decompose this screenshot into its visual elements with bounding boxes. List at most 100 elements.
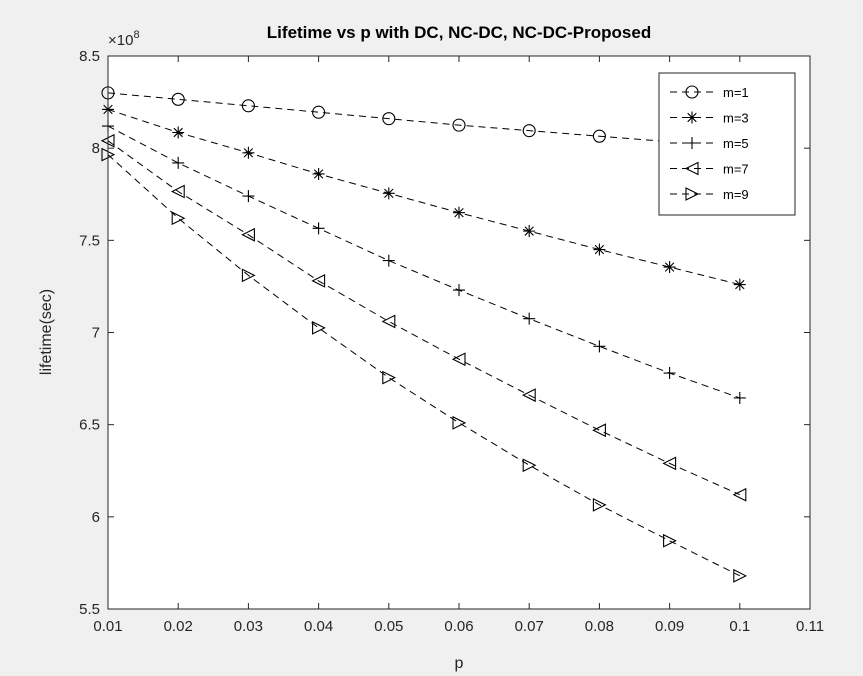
series-m-7-point-shape bbox=[170, 184, 185, 199]
series-m-1-line bbox=[107, 92, 740, 147]
series-m-1-point bbox=[592, 129, 606, 143]
series-m-3-point-shape bbox=[523, 225, 536, 238]
legend-marker-shape bbox=[686, 111, 698, 124]
series-m-5-point-shape bbox=[663, 367, 676, 380]
series-m-3-point bbox=[733, 278, 746, 291]
series-m-5-point bbox=[453, 284, 465, 297]
series-m-9-point-shape bbox=[241, 268, 256, 283]
legend-entry: m=7 bbox=[670, 162, 749, 177]
y-tick-label: 6.5 bbox=[79, 417, 100, 434]
x-tick-label: 0.06 bbox=[444, 618, 473, 635]
series-m-9-point bbox=[522, 458, 537, 473]
series-m-1-point-shape bbox=[592, 129, 606, 143]
x-tick-label: 0.05 bbox=[374, 618, 403, 635]
x-tick-label: 0.09 bbox=[655, 618, 684, 635]
series-m-3-point bbox=[523, 225, 536, 238]
series-m-5-point-shape bbox=[453, 284, 465, 297]
series-m-5-point-shape bbox=[172, 156, 185, 169]
series-m-9-point bbox=[382, 370, 397, 385]
series-m-5-point bbox=[593, 340, 606, 353]
series-m-9-point-shape bbox=[171, 211, 186, 226]
series-m-7-point bbox=[592, 423, 606, 438]
series-m-5-point-shape bbox=[242, 190, 255, 203]
legend-box bbox=[658, 72, 796, 216]
series-m-3-point bbox=[453, 206, 465, 219]
series-m-9-point-shape bbox=[522, 458, 537, 473]
y-tick-label: 5.5 bbox=[79, 601, 100, 618]
series-m-1-point-shape bbox=[312, 105, 326, 119]
series-m-9-point-shape bbox=[312, 321, 326, 335]
series-m-5-point bbox=[242, 190, 255, 203]
series-m-7-point-shape bbox=[381, 314, 396, 329]
series-m-3-point-shape bbox=[382, 187, 395, 200]
series-m-1-point-shape bbox=[452, 118, 466, 132]
series-m-1-point bbox=[522, 124, 536, 138]
x-tick-label: 0.03 bbox=[234, 618, 263, 635]
y-axis-ticks: 5.5 6 6.5 7 7.5 8 8.5 bbox=[79, 48, 810, 618]
series-m-3-point-shape bbox=[733, 278, 746, 291]
series-m-5-point-shape bbox=[593, 340, 606, 353]
series-m-5-point-shape bbox=[523, 312, 536, 325]
y-axis-exponent: ×108 bbox=[108, 29, 140, 49]
y-axis-label: lifetime(sec) bbox=[38, 289, 55, 375]
series-m-5-point-shape bbox=[382, 254, 395, 267]
legend-marker-shape bbox=[684, 161, 699, 176]
legend-entry: m=1 bbox=[670, 85, 749, 100]
legend-marker bbox=[686, 137, 698, 149]
series-m-3-point bbox=[593, 243, 606, 256]
series-m-3-point bbox=[242, 146, 255, 159]
legend-label: m=9 bbox=[723, 187, 749, 202]
series-m-3-line bbox=[107, 108, 740, 286]
series-m-1-point-shape bbox=[241, 99, 255, 113]
series-m-7-point-shape bbox=[592, 423, 606, 438]
series-m-7-point-shape bbox=[521, 388, 536, 403]
series-m-5-point bbox=[663, 367, 676, 380]
series-m-3-point-shape bbox=[663, 261, 676, 274]
series-m-3-point bbox=[312, 167, 325, 180]
series-m-7-point-shape bbox=[662, 456, 677, 471]
legend-marker bbox=[684, 161, 699, 176]
y-tick-label: 7 bbox=[92, 325, 100, 342]
x-tick-label: 0.07 bbox=[515, 618, 544, 635]
series-layer bbox=[100, 86, 748, 583]
y-tick-label: 6 bbox=[92, 509, 100, 526]
series-m-5-point-shape bbox=[733, 391, 746, 404]
series-m-9-point bbox=[452, 415, 467, 430]
series-m-5-point bbox=[523, 312, 536, 325]
y-tick-label: 8.5 bbox=[79, 48, 100, 65]
series-m-1-point bbox=[241, 99, 255, 113]
series-m-3-point-shape bbox=[312, 167, 325, 180]
legend-marker bbox=[685, 85, 699, 99]
series-m-5-point bbox=[172, 156, 185, 169]
series-m-7-point bbox=[311, 273, 326, 288]
series-m-5-point bbox=[733, 391, 746, 404]
series-m-9-point-shape bbox=[663, 533, 677, 548]
series-m-7-point-shape bbox=[311, 273, 326, 288]
series-m-3-point-shape bbox=[172, 126, 185, 139]
series-m-7-line bbox=[107, 140, 741, 496]
series-m-5 bbox=[102, 120, 746, 404]
series-m-1-point bbox=[171, 92, 185, 106]
legend-marker-shape bbox=[685, 187, 700, 201]
series-m-9-point bbox=[733, 568, 748, 583]
series-m-7-point bbox=[662, 456, 677, 471]
legend: m=1 m=3 m=5 m=7 m=9 bbox=[658, 72, 796, 216]
series-m-5-point bbox=[382, 254, 395, 267]
series-m-7 bbox=[100, 133, 747, 502]
y-exponent-power: 8 bbox=[133, 29, 139, 41]
legend-entry: m=5 bbox=[670, 136, 749, 151]
series-m-1-point-shape bbox=[522, 124, 536, 138]
legend-entry: m=9 bbox=[670, 187, 749, 202]
series-m-1-point bbox=[382, 112, 396, 126]
series-m-3-point-shape bbox=[593, 243, 606, 256]
series-m-9-point-shape bbox=[382, 370, 397, 385]
legend-entry: m=3 bbox=[670, 111, 749, 126]
series-m-9-line bbox=[107, 154, 741, 577]
series-m-7-point bbox=[170, 184, 185, 199]
series-m-7-point-shape bbox=[732, 487, 747, 502]
x-axis-label: p bbox=[455, 655, 464, 672]
series-m-5-point-shape bbox=[312, 222, 325, 235]
series-m-9-point-shape bbox=[592, 497, 607, 512]
x-axis-ticks: 0.01 0.02 0.03 0.04 0.05 0.06 0.07 0.08 0.09 0.1 0… bbox=[93, 56, 824, 635]
